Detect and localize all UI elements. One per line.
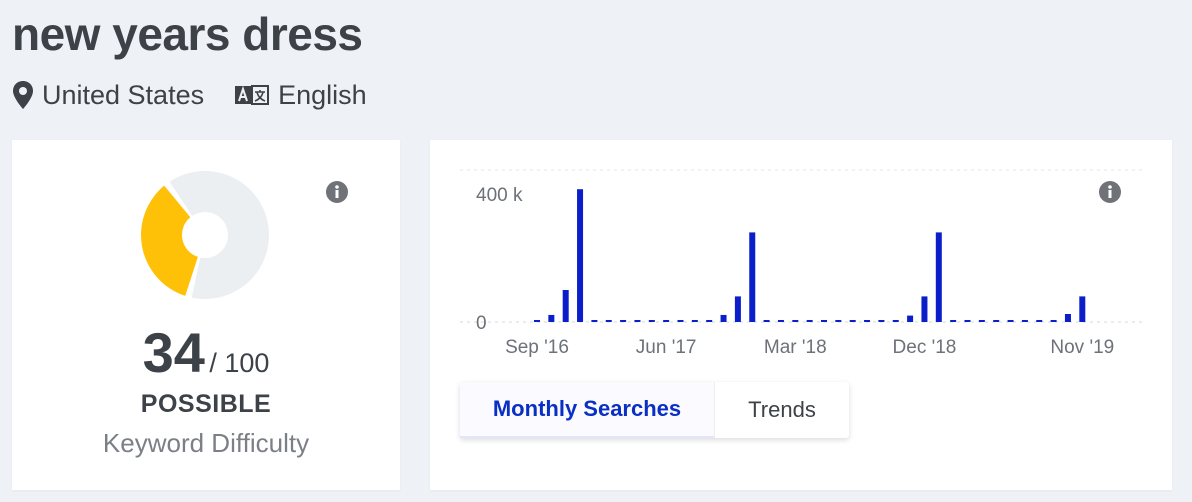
- difficulty-caption: Keyword Difficulty: [102, 428, 310, 458]
- bar[interactable]: [734, 296, 741, 322]
- language-info: English: [234, 80, 367, 111]
- keyword-difficulty-card: 34 / 100 POSSIBLE Keyword Difficulty: [12, 140, 400, 490]
- bar[interactable]: [792, 320, 799, 322]
- x-tick-label: Nov '19: [1050, 337, 1114, 358]
- bar[interactable]: [892, 320, 899, 322]
- bar[interactable]: [591, 320, 598, 322]
- translate-icon: [235, 85, 270, 105]
- bar[interactable]: [806, 320, 813, 322]
- bar[interactable]: [605, 320, 612, 322]
- bar[interactable]: [1007, 320, 1014, 322]
- keyword-meta: United States English: [12, 78, 397, 112]
- bar[interactable]: [921, 296, 928, 322]
- bar[interactable]: [777, 320, 784, 322]
- bar[interactable]: [878, 320, 885, 322]
- bar[interactable]: [1064, 314, 1071, 322]
- bar[interactable]: [993, 320, 1000, 322]
- bar[interactable]: [835, 320, 842, 322]
- x-tick-label: Mar '18: [764, 337, 827, 358]
- bar[interactable]: [763, 320, 770, 322]
- bar[interactable]: [691, 320, 698, 322]
- bar[interactable]: [548, 314, 555, 322]
- bar[interactable]: [978, 320, 985, 322]
- x-tick-label: Dec '18: [893, 337, 957, 358]
- info-icon[interactable]: [326, 181, 348, 203]
- bar[interactable]: [663, 320, 670, 322]
- monthly-searches-chart: 400 k 0 Sep '16 Jun '17 Mar '18 Dec '18 Nov '1…: [460, 169, 1142, 358]
- bar[interactable]: [677, 320, 684, 322]
- language-label: English: [278, 79, 367, 110]
- keyword-title: new years dress: [12, 8, 363, 60]
- bar[interactable]: [620, 320, 627, 322]
- search-volume-card: 400 k 0 Sep '16 Jun '17 Mar '18 Dec '18 Nov '1…: [430, 140, 1172, 490]
- donut-filled: [141, 185, 198, 296]
- difficulty-donut: [141, 171, 269, 299]
- bar[interactable]: [821, 320, 827, 322]
- bar[interactable]: [907, 315, 914, 322]
- difficulty-level-label: POSSIBLE: [140, 390, 272, 418]
- chart-tabs: Monthly Searches Trends: [460, 382, 849, 438]
- bar[interactable]: [864, 320, 871, 322]
- bar[interactable]: [1079, 296, 1086, 322]
- tab-monthly-searches[interactable]: Monthly Searches: [460, 382, 714, 438]
- difficulty-score: 34 / 100: [12, 320, 400, 385]
- location-pin-icon: [13, 81, 33, 109]
- bar[interactable]: [849, 320, 856, 322]
- difficulty-score-value: 34: [142, 321, 205, 384]
- bar[interactable]: [634, 320, 641, 322]
- bar[interactable]: [577, 189, 584, 322]
- bar[interactable]: [950, 320, 957, 322]
- bar[interactable]: [935, 232, 942, 322]
- bar[interactable]: [1021, 320, 1028, 322]
- bar[interactable]: [562, 290, 569, 322]
- bar[interactable]: [534, 320, 540, 322]
- x-tick-label: Jun '17: [636, 337, 697, 358]
- bar[interactable]: [749, 232, 756, 322]
- y-tick-label: 400 k: [476, 185, 523, 206]
- info-icon[interactable]: [1099, 181, 1121, 203]
- bar[interactable]: [648, 320, 655, 322]
- bar[interactable]: [706, 320, 713, 322]
- bar[interactable]: [1036, 320, 1043, 322]
- location-label: United States: [42, 79, 205, 110]
- bar[interactable]: [720, 314, 727, 322]
- difficulty-score-max: / 100: [209, 348, 270, 378]
- bar[interactable]: [1050, 320, 1057, 322]
- x-tick-label: Sep '16: [505, 337, 569, 358]
- location-info: United States: [12, 80, 204, 111]
- y-tick-label: 0: [476, 313, 487, 334]
- tab-trends[interactable]: Trends: [714, 382, 849, 438]
- bar[interactable]: [964, 320, 971, 322]
- donut-remainder: [169, 171, 269, 299]
